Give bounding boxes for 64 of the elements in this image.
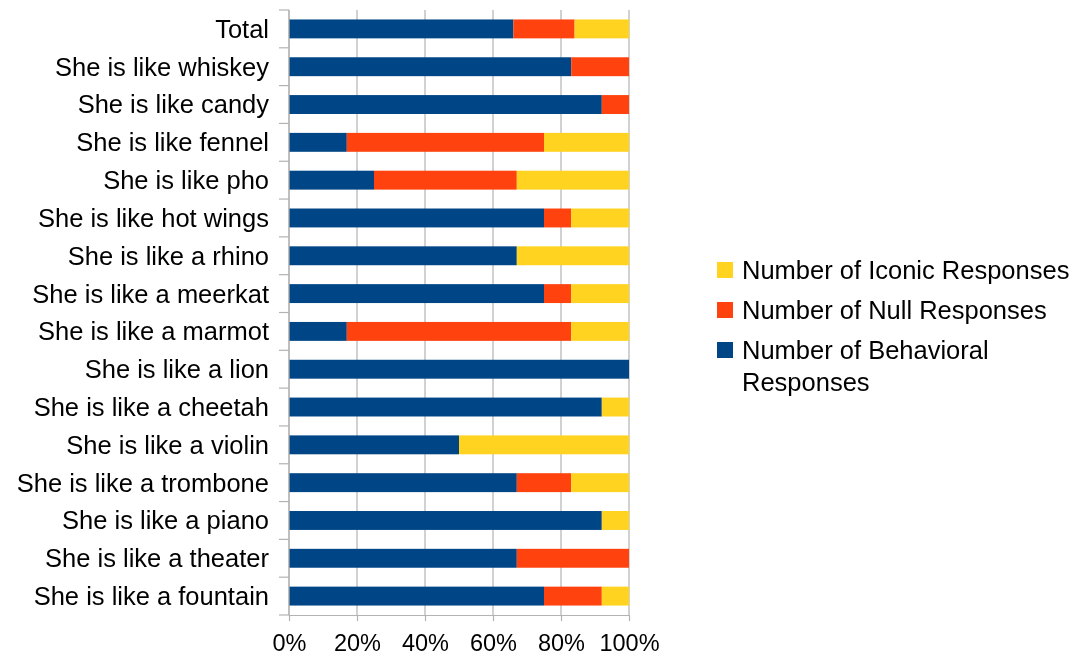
bar — [289, 95, 602, 114]
bar — [289, 397, 602, 417]
y-tick-label: She is like hot wings — [37, 203, 269, 232]
y-tick-label: She is like pho — [103, 166, 269, 195]
y-tick-label: She is like a piano — [62, 506, 269, 535]
bar — [289, 359, 629, 379]
legend-label: Number of Behavioral Responses — [742, 335, 989, 396]
x-tick-label: 80% — [537, 629, 586, 656]
bar — [346, 132, 544, 152]
bar — [544, 284, 572, 304]
bar — [346, 321, 572, 341]
bar — [571, 57, 629, 77]
y-tick-label: She is like a marmot — [38, 317, 269, 346]
y-tick-label: She is like a fountain — [33, 582, 269, 611]
bar — [289, 321, 347, 341]
bar — [289, 586, 544, 606]
bar — [289, 284, 544, 304]
bar — [601, 511, 629, 530]
bar — [516, 548, 629, 568]
bar — [516, 473, 572, 493]
bar — [571, 473, 629, 493]
bar — [289, 57, 572, 77]
legend-label: Number of Iconic Responses — [742, 255, 1070, 284]
bar — [516, 170, 629, 190]
y-tick-label: She is like a violin — [66, 430, 269, 459]
bar — [289, 511, 602, 530]
y-tick-label: She is like a cheetah — [33, 392, 269, 421]
bar — [289, 548, 517, 568]
bar — [289, 473, 517, 493]
y-tick-label: Total — [215, 14, 269, 43]
bar — [513, 19, 575, 39]
bar — [516, 246, 629, 266]
bar — [544, 208, 572, 228]
bar — [289, 19, 514, 39]
x-tick-label: 0% — [272, 629, 307, 656]
legend-label: Number of Null Responses — [742, 295, 1047, 324]
y-tick-label: She is like whiskey — [55, 52, 270, 81]
bar — [571, 321, 629, 341]
bar — [289, 246, 517, 266]
bar — [289, 435, 459, 455]
y-tick-label: She is like a rhino — [67, 241, 269, 270]
y-tick-label: She is like candy — [77, 90, 270, 119]
y-tick-label: She is like a lion — [84, 355, 269, 384]
bar — [601, 397, 629, 417]
x-tick-label: 20% — [333, 629, 382, 656]
bar — [601, 95, 629, 114]
bar — [289, 132, 347, 152]
y-tick-label: She is like fennel — [76, 128, 269, 157]
bar — [289, 170, 374, 190]
x-tick-label: 100% — [599, 629, 660, 656]
bar — [374, 170, 517, 190]
bar — [289, 208, 544, 228]
bar — [544, 586, 602, 606]
bar — [571, 208, 629, 228]
x-tick-label: 40% — [401, 629, 450, 656]
bar — [601, 586, 629, 606]
bar — [571, 284, 629, 304]
x-tick-label: 60% — [469, 629, 518, 656]
y-tick-label: She is like a meerkat — [32, 279, 269, 308]
y-tick-label: She is like a trombone — [16, 468, 269, 497]
y-tick-label: She is like a theater — [45, 544, 270, 573]
bar — [574, 19, 629, 39]
bar — [459, 435, 629, 455]
bar — [544, 132, 629, 152]
